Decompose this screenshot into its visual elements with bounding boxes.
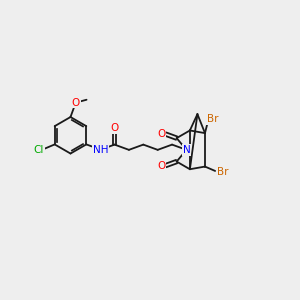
Text: O: O xyxy=(157,129,165,139)
Text: Br: Br xyxy=(217,167,228,177)
Text: O: O xyxy=(157,160,165,171)
Text: Cl: Cl xyxy=(34,145,44,155)
Text: Br: Br xyxy=(207,114,219,124)
Text: O: O xyxy=(110,123,119,134)
Text: O: O xyxy=(72,98,80,108)
Text: N: N xyxy=(183,145,190,155)
Text: NH: NH xyxy=(93,145,108,154)
